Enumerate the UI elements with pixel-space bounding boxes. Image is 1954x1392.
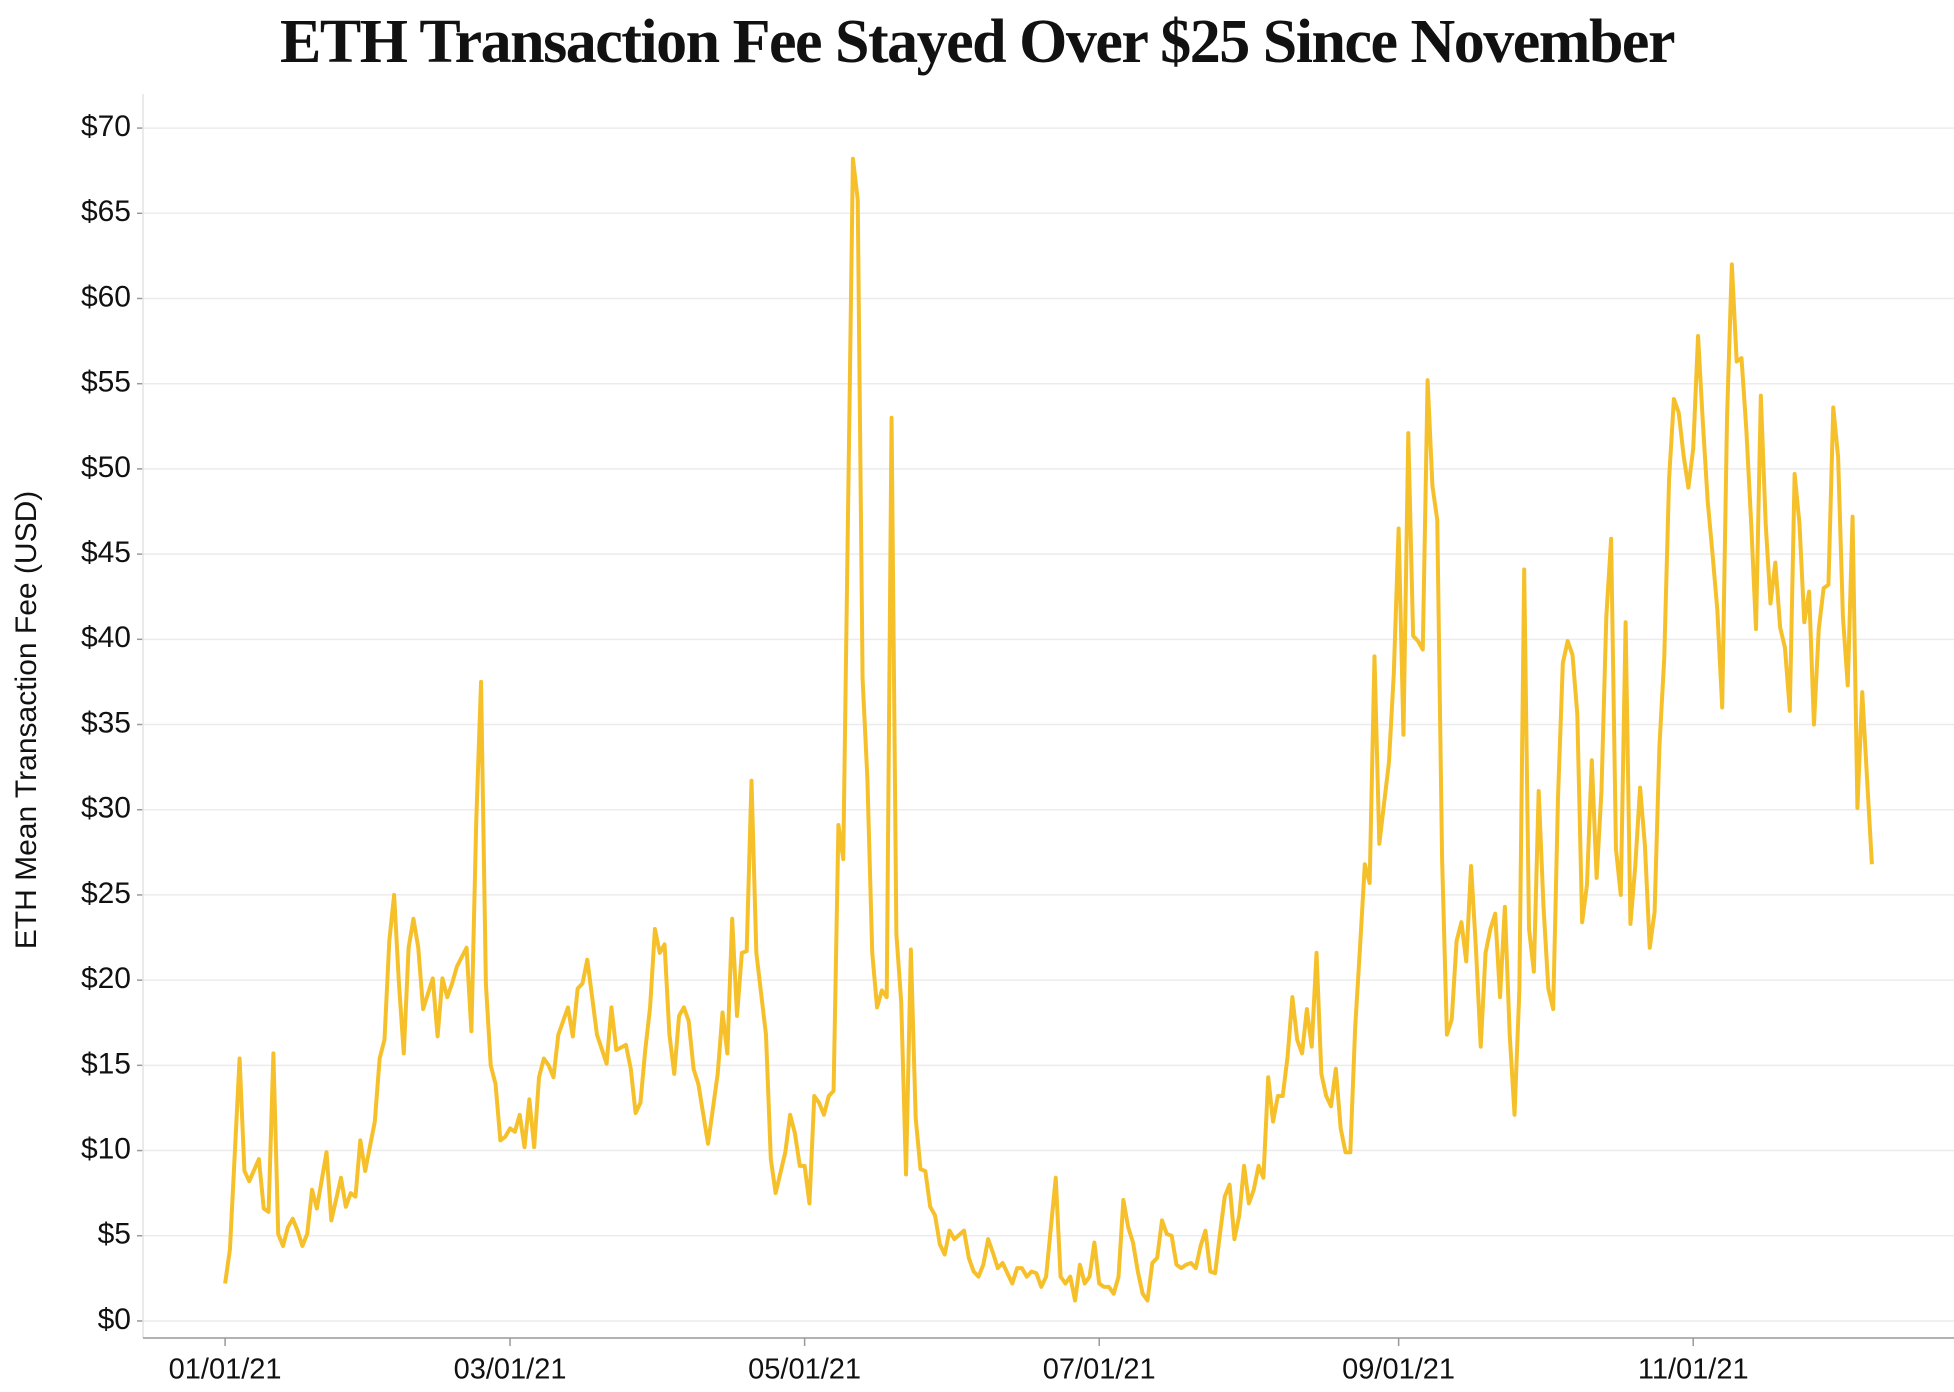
- y-tick-label: $10: [81, 1132, 131, 1165]
- y-tick-label: $20: [81, 962, 131, 995]
- y-tick-label: $60: [81, 280, 131, 313]
- y-tick-label: $50: [81, 451, 131, 484]
- y-tick-label: $40: [81, 621, 131, 654]
- y-tick-label: $55: [81, 366, 131, 399]
- y-tick-label: $45: [81, 536, 131, 569]
- y-tick-label: $25: [81, 877, 131, 910]
- y-tick-label: $5: [98, 1218, 131, 1251]
- y-tick-label: $30: [81, 792, 131, 825]
- chart-title: ETH Transaction Fee Stayed Over $25 Sinc…: [280, 8, 1675, 76]
- y-axis-label: ETH Mean Transaction Fee (USD): [10, 491, 43, 949]
- x-tick-label: 01/01/21: [169, 1354, 282, 1386]
- y-tick-label: $65: [81, 195, 131, 228]
- y-tick-label: $15: [81, 1047, 131, 1080]
- y-tick-label: $35: [81, 706, 131, 739]
- x-tick-label: 11/01/21: [1638, 1354, 1749, 1386]
- x-tick-label: 05/01/21: [748, 1354, 861, 1386]
- y-tick-label: $0: [98, 1303, 131, 1336]
- x-tick-label: 09/01/21: [1342, 1354, 1455, 1386]
- x-tick-label: 07/01/21: [1043, 1354, 1156, 1386]
- data-line: [223, 156, 1874, 1303]
- y-tick-label: $70: [81, 110, 131, 143]
- x-tick-label: 03/01/21: [454, 1354, 567, 1386]
